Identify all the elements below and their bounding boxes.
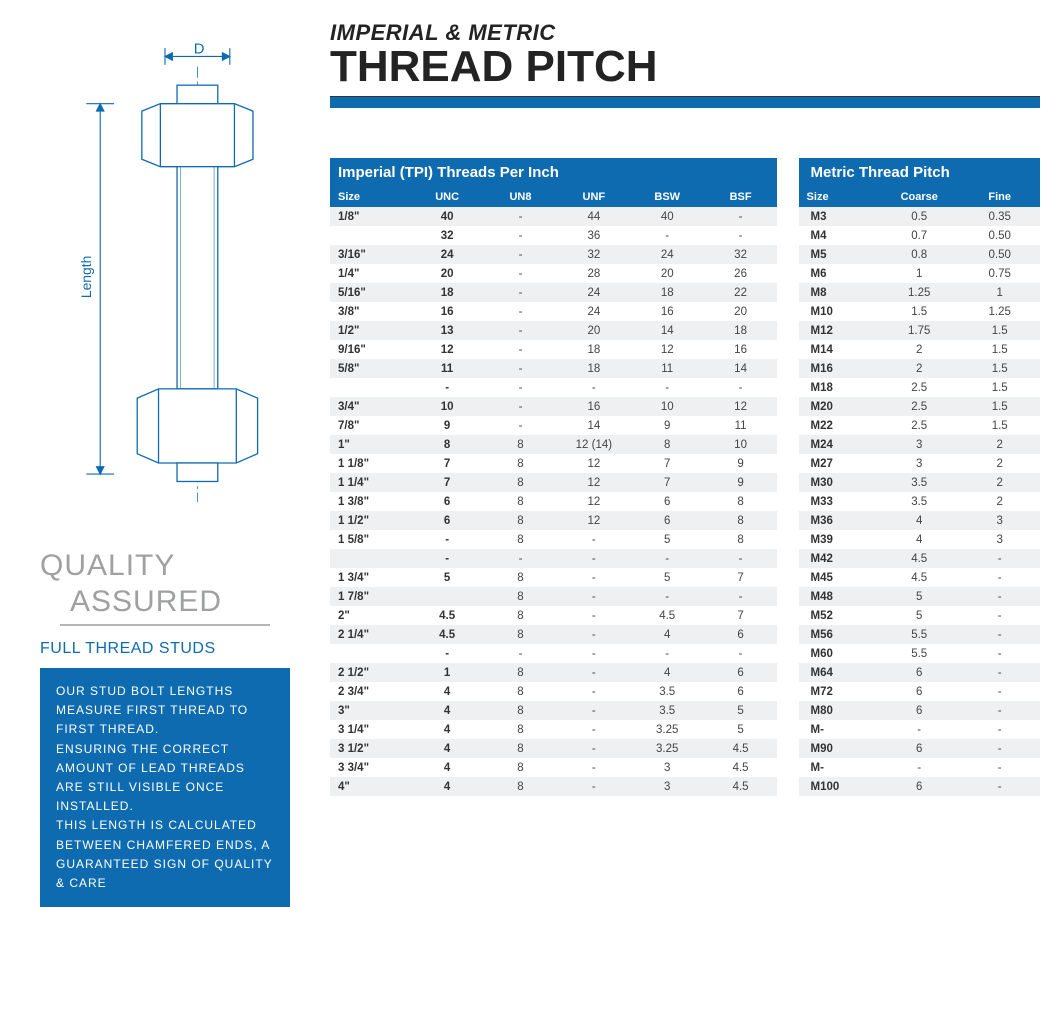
quality-line1: QUALITY <box>40 548 290 584</box>
table-row: 2 1/4"4.58-46M565.5- <box>330 625 1040 644</box>
left-column: D Length <box>40 20 310 1002</box>
table-body: 1/8"40-4440-M30.50.3532-36--M40.70.503/1… <box>330 207 1040 796</box>
table-row: 1/8"40-4440-M30.50.35 <box>330 207 1040 226</box>
table-row: 9/16"12-181216M1421.5 <box>330 340 1040 359</box>
table-row: 3 1/4"48-3.255M--- <box>330 720 1040 739</box>
full-thread-subtitle: FULL THREAD STUDS <box>40 640 290 658</box>
table-row: 1 3/8"681268M333.52 <box>330 492 1040 511</box>
table-row: 7/8"9-14911M222.51.5 <box>330 416 1040 435</box>
heading-main: THREAD PITCH <box>330 42 1040 92</box>
table-row: 2"4.58-4.57M525- <box>330 606 1040 625</box>
table-row: 3 1/2"48-3.254.5M906- <box>330 739 1040 758</box>
col-un8: UN8 <box>484 187 557 207</box>
table-row: 1 1/8"781279M2732 <box>330 454 1040 473</box>
table-row: 1 7/8"8---M485- <box>330 587 1040 606</box>
diagram-d-label: D <box>194 42 205 58</box>
diagram-length-label: Length <box>78 256 94 298</box>
info-box: OUR STUD BOLT LENGTHS MEASURE FIRST THRE… <box>40 668 290 907</box>
page-heading: IMPERIAL & METRIC THREAD PITCH <box>330 20 1040 108</box>
table-row: 2 3/4"48-3.56M726- <box>330 682 1040 701</box>
col-msize: Size <box>799 187 879 207</box>
col-unf: UNF <box>557 187 630 207</box>
table-row: 32-36--M40.70.50 <box>330 226 1040 245</box>
quality-line2: ASSURED <box>40 584 290 620</box>
quality-block: QUALITY ASSURED FULL THREAD STUDS OUR ST… <box>40 548 290 907</box>
metric-group-header: Metric Thread Pitch <box>799 158 1040 187</box>
table-row: 5/16"18-241822M81.251 <box>330 283 1040 302</box>
table-row: -----M424.5- <box>330 549 1040 568</box>
heading-bar <box>330 96 1040 108</box>
thread-pitch-table: Imperial (TPI) Threads Per Inch Metric T… <box>330 158 1040 796</box>
table-row: 1"8812 (14)810M2432 <box>330 435 1040 454</box>
table-row: 1/2"13-201418M121.751.5 <box>330 321 1040 340</box>
table-row: 3 3/4"48-34.5M--- <box>330 758 1040 777</box>
right-column: IMPERIAL & METRIC THREAD PITCH Imperial … <box>310 20 1040 1002</box>
table-row: 1 3/4"58-57M454.5- <box>330 568 1040 587</box>
thread-pitch-table-wrap: Imperial (TPI) Threads Per Inch Metric T… <box>330 158 1040 796</box>
quality-underline <box>60 624 270 626</box>
table-row: 2 1/2"18-46M646- <box>330 663 1040 682</box>
col-coarse: Coarse <box>879 187 959 207</box>
table-row: 3/16"24-322432M50.80.50 <box>330 245 1040 264</box>
col-size: Size <box>330 187 410 207</box>
col-fine: Fine <box>959 187 1040 207</box>
col-bsw: BSW <box>631 187 704 207</box>
table-row: 1 5/8"-8-58M3943 <box>330 530 1040 549</box>
table-row: 1 1/2"681268M3643 <box>330 511 1040 530</box>
table-row: -----M182.51.5 <box>330 378 1040 397</box>
table-row: 1/4"20-282026M610.75 <box>330 264 1040 283</box>
stud-diagram: D Length <box>40 20 290 530</box>
table-row: -----M605.5- <box>330 644 1040 663</box>
col-unc: UNC <box>410 187 483 207</box>
table-row: 3"48-3.55M806- <box>330 701 1040 720</box>
col-bsf: BSF <box>704 187 777 207</box>
imperial-group-header: Imperial (TPI) Threads Per Inch <box>330 158 777 187</box>
table-row: 3/4"10-161012M202.51.5 <box>330 397 1040 416</box>
table-row: 1 1/4"781279M303.52 <box>330 473 1040 492</box>
table-row: 3/8"16-241620M101.51.25 <box>330 302 1040 321</box>
table-row: 4"48-34.5M1006- <box>330 777 1040 796</box>
table-row: 5/8"11-181114M1621.5 <box>330 359 1040 378</box>
